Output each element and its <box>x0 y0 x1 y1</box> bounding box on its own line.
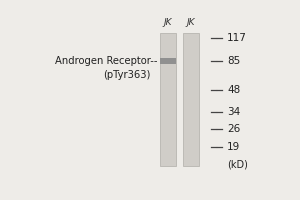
Text: (kD): (kD) <box>227 159 248 169</box>
Text: JK: JK <box>187 18 195 27</box>
Text: 34: 34 <box>227 107 240 117</box>
Text: 48: 48 <box>227 85 240 95</box>
Bar <box>160 58 176 64</box>
Bar <box>160 33 176 166</box>
Text: 85: 85 <box>227 56 240 66</box>
Bar <box>183 33 199 166</box>
Text: JK: JK <box>164 18 172 27</box>
Text: 26: 26 <box>227 124 240 134</box>
Text: 19: 19 <box>227 142 240 152</box>
Text: 117: 117 <box>227 33 247 43</box>
Text: (pTyr363): (pTyr363) <box>103 70 150 80</box>
Text: Androgen Receptor--: Androgen Receptor-- <box>55 56 157 66</box>
